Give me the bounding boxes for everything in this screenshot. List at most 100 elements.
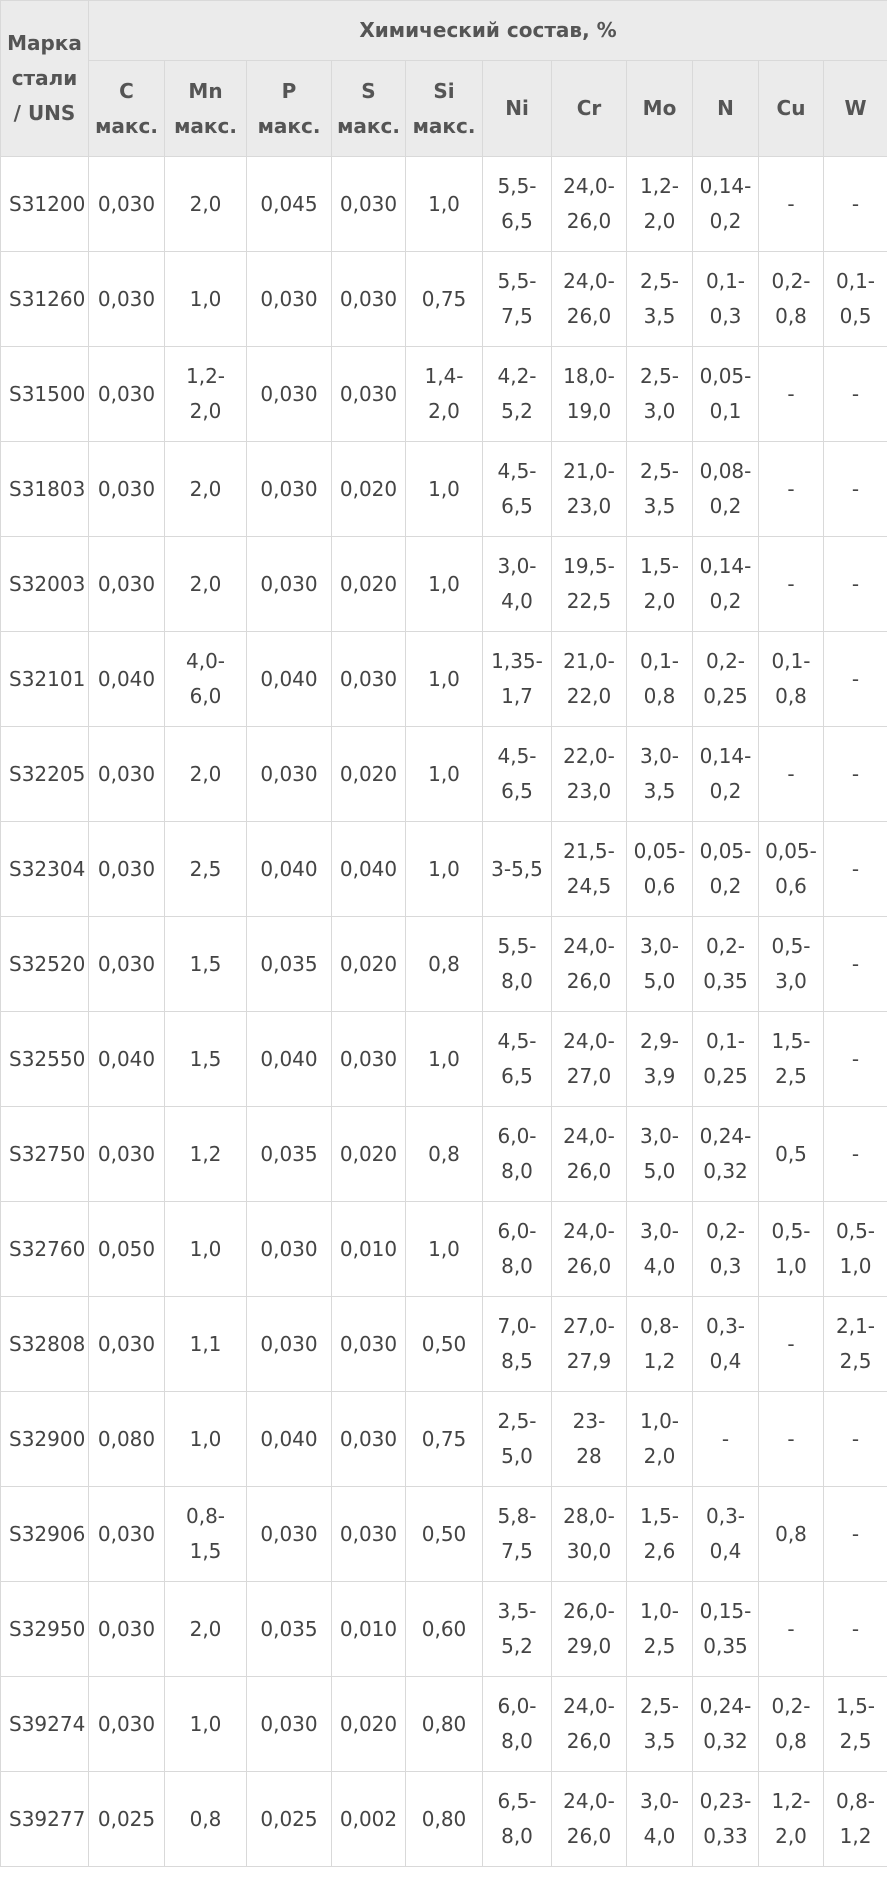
value-cell: 3,0- 5,0 — [626, 916, 693, 1012]
value-cell: 0,3- 0,4 — [692, 1486, 759, 1582]
value-line: - — [851, 381, 860, 406]
value-line: 0,8 — [775, 684, 807, 708]
grade-cell: S32101 — [0, 631, 89, 727]
value-line: 0,040 — [260, 666, 318, 691]
value-line: 0,60 — [421, 1616, 467, 1641]
value-line: 1,0- — [639, 1409, 680, 1433]
grade-cell: S32750 — [0, 1106, 89, 1202]
value-line: 26,0 — [566, 209, 612, 233]
value-cell: 0,8- 1,2 — [626, 1296, 693, 1392]
value-cell: 1,2- 2,0 — [626, 156, 693, 252]
value-cell: 5,5- 6,5 — [482, 156, 552, 252]
value-line: 8,5 — [501, 1349, 533, 1373]
value-line: 4,2- — [497, 364, 537, 388]
value-line: 2,0 — [643, 589, 676, 613]
value-line: 1,0 — [428, 191, 460, 216]
value-line: 0,1- — [771, 649, 811, 673]
value-cell: 2,9- 3,9 — [626, 1011, 693, 1107]
value-line: 3,0 — [643, 399, 676, 423]
value-cell: 0,030 — [88, 251, 165, 347]
value-line: 6,0- — [497, 1124, 537, 1148]
value-line: 0,030 — [260, 1521, 318, 1546]
value-line: 21,5- — [563, 839, 615, 863]
value-cell: - — [822, 1106, 887, 1202]
value-cell: 0,030 — [88, 536, 165, 632]
grade-cell: S32205 — [0, 726, 89, 822]
value-line: 0,2 — [709, 589, 742, 613]
value-cell: 6,0- 8,0 — [482, 1201, 552, 1297]
value-line: 1,0 — [189, 286, 222, 311]
column-header-line: Si — [433, 78, 455, 103]
value-cell: 0,020 — [331, 726, 406, 822]
grade-cell: S39274 — [0, 1676, 89, 1772]
value-line: 1,1 — [189, 1331, 222, 1356]
value-line: 1,5 — [189, 1539, 222, 1563]
value-cell: 0,2- 0,35 — [692, 916, 759, 1012]
value-cell: 0,08- 0,2 — [692, 441, 759, 537]
value-line: 8,0 — [501, 969, 533, 993]
value-line: - — [787, 571, 795, 596]
value-cell: 0,5- 1,0 — [758, 1201, 824, 1297]
value-line: 0,75 — [421, 1426, 467, 1451]
value-cell: 2,5- 3,0 — [626, 346, 693, 442]
value-cell: - — [822, 631, 887, 727]
value-line: 1,5 — [189, 951, 222, 976]
value-cell: 0,50 — [405, 1296, 483, 1392]
value-cell: 0,030 — [331, 631, 406, 727]
table-header: Марка стали / UNS Химический состав, % C… — [0, 0, 887, 157]
value-line: 0,80 — [421, 1806, 467, 1831]
value-cell: 2,0 — [164, 441, 247, 537]
table-row: S32906 0,030 0,8- 1,5 0,030 0,030 0,50 5,8- 7,5 2… — [0, 1486, 887, 1582]
value-cell: 24,0- 27,0 — [551, 1011, 627, 1107]
value-cell: - — [758, 156, 824, 252]
value-line: 2,0 — [189, 191, 222, 216]
grade-header-line: / UNS — [13, 101, 76, 125]
value-cell: 0,080 — [88, 1391, 165, 1487]
value-cell: 5,5- 8,0 — [482, 916, 552, 1012]
value-line: - — [851, 191, 860, 216]
value-cell: 0,75 — [405, 251, 483, 347]
value-line: 6,5 — [501, 1064, 533, 1088]
value-line: 0,14- — [699, 174, 752, 198]
value-cell: 0,030 — [246, 441, 332, 537]
value-line: 2,0 — [643, 209, 676, 233]
value-line: 0,25 — [703, 1064, 748, 1088]
value-cell: 0,8- 1,5 — [164, 1486, 247, 1582]
value-cell: - — [822, 1391, 887, 1487]
value-cell: 1,5- 2,5 — [758, 1011, 824, 1107]
table-row: S32808 0,030 1,1 0,030 0,030 0,50 7,0- 8,5 27,0-… — [0, 1296, 887, 1392]
value-line: 27,0 — [566, 1064, 612, 1088]
value-line: 0,32 — [703, 1159, 748, 1183]
value-cell: 0,030 — [331, 1296, 406, 1392]
value-cell: 0,5 — [758, 1106, 824, 1202]
value-line: 4,0 — [643, 1254, 676, 1278]
value-cell: 0,030 — [246, 1201, 332, 1297]
value-cell: 3,0- 4,0 — [626, 1771, 693, 1867]
table-row: S32760 0,050 1,0 0,030 0,010 1,0 6,0- 8,0 24,0- 2… — [0, 1201, 887, 1297]
column-header-line: Cr — [576, 96, 602, 120]
value-line: 8,0 — [501, 1254, 533, 1278]
value-line: 2,0 — [189, 476, 222, 501]
value-line: 24,5 — [566, 874, 612, 898]
value-cell: 0,5- 3,0 — [758, 916, 824, 1012]
value-cell: 0,030 — [88, 1581, 165, 1677]
column-header-line: макс. — [95, 113, 158, 138]
value-cell: 0,040 — [246, 821, 332, 917]
value-line: - — [787, 761, 795, 786]
value-cell: 24,0- 26,0 — [551, 156, 627, 252]
table-row: S32520 0,030 1,5 0,035 0,020 0,8 5,5- 8,0 24,0- 2… — [0, 916, 887, 1012]
grade-cell: S32520 — [0, 916, 89, 1012]
value-line: 0,030 — [339, 1331, 398, 1356]
value-line: 26,0 — [566, 1159, 612, 1183]
value-line: 1,2- — [185, 364, 226, 388]
value-cell: 0,1- 0,5 — [822, 251, 887, 347]
value-line: 0,8 — [428, 951, 460, 976]
value-cell: 0,2- 0,25 — [692, 631, 759, 727]
value-cell: 3,0- 4,0 — [482, 536, 552, 632]
value-cell: 0,1- 0,8 — [626, 631, 693, 727]
value-line: 1,0 — [775, 1254, 807, 1278]
value-line: 0,030 — [260, 571, 318, 596]
value-line: 4,0 — [501, 589, 533, 613]
value-cell: 0,030 — [88, 441, 165, 537]
